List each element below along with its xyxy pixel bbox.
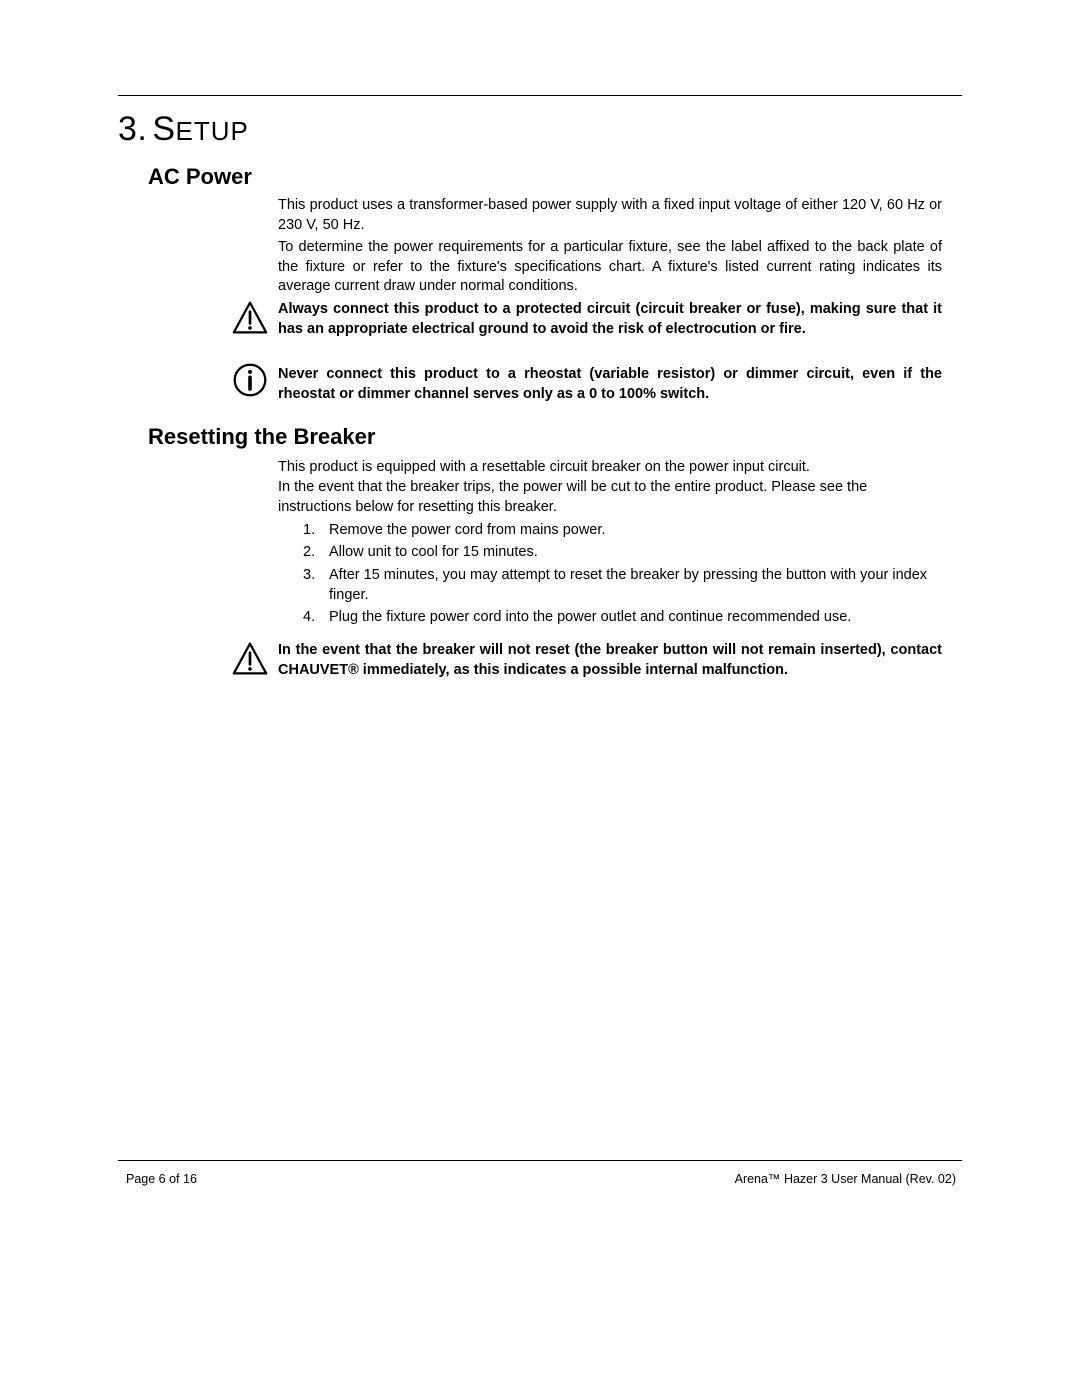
list-item: 1. Remove the power cord from mains powe… [303,520,933,540]
resetting-para-2: In the event that the breaker trips, the… [278,478,942,517]
ac-power-para-1: This product uses a transformer-based po… [278,196,942,235]
info-icon [232,362,268,398]
top-rule [118,95,962,96]
step-number: 3. [303,565,329,606]
chapter-number: 3. [118,110,147,148]
ac-power-para-2: To determine the power requirements for … [278,238,942,297]
chapter-title: 3. SETUP [118,110,249,149]
footer-doc-title: Arena™ Hazer 3 User Manual (Rev. 02) [735,1172,956,1186]
chapter-rest: ETUP [176,116,249,146]
step-number: 1. [303,520,329,540]
list-item: 2. Allow unit to cool for 15 minutes. [303,542,933,562]
ac-power-info: Never connect this product to a rheostat… [278,365,942,404]
resetting-para-1: This product is equipped with a resettab… [278,458,942,478]
heading-ac-power: AC Power [148,164,252,190]
step-text: Remove the power cord from mains power. [329,520,933,540]
step-text: After 15 minutes, you may attempt to res… [329,565,933,606]
resetting-warning: In the event that the breaker will not r… [278,641,942,680]
step-number: 2. [303,542,329,562]
bottom-rule [118,1160,962,1161]
warning-icon [232,300,268,336]
resetting-steps: 1. Remove the power cord from mains powe… [303,520,933,629]
page-footer: Page 6 of 16 Arena™ Hazer 3 User Manual … [126,1172,956,1186]
document-page: 3. SETUP AC Power This product uses a tr… [108,0,972,1397]
heading-resetting: Resetting the Breaker [148,424,375,450]
list-item: 3. After 15 minutes, you may attempt to … [303,565,933,606]
ac-power-warning: Always connect this product to a protect… [278,300,942,339]
list-item: 4. Plug the fixture power cord into the … [303,607,933,627]
chapter-initial: S [152,110,175,148]
footer-page-number: Page 6 of 16 [126,1172,197,1186]
warning-icon [232,641,268,677]
step-text: Plug the fixture power cord into the pow… [329,607,933,627]
step-number: 4. [303,607,329,627]
step-text: Allow unit to cool for 15 minutes. [329,542,933,562]
